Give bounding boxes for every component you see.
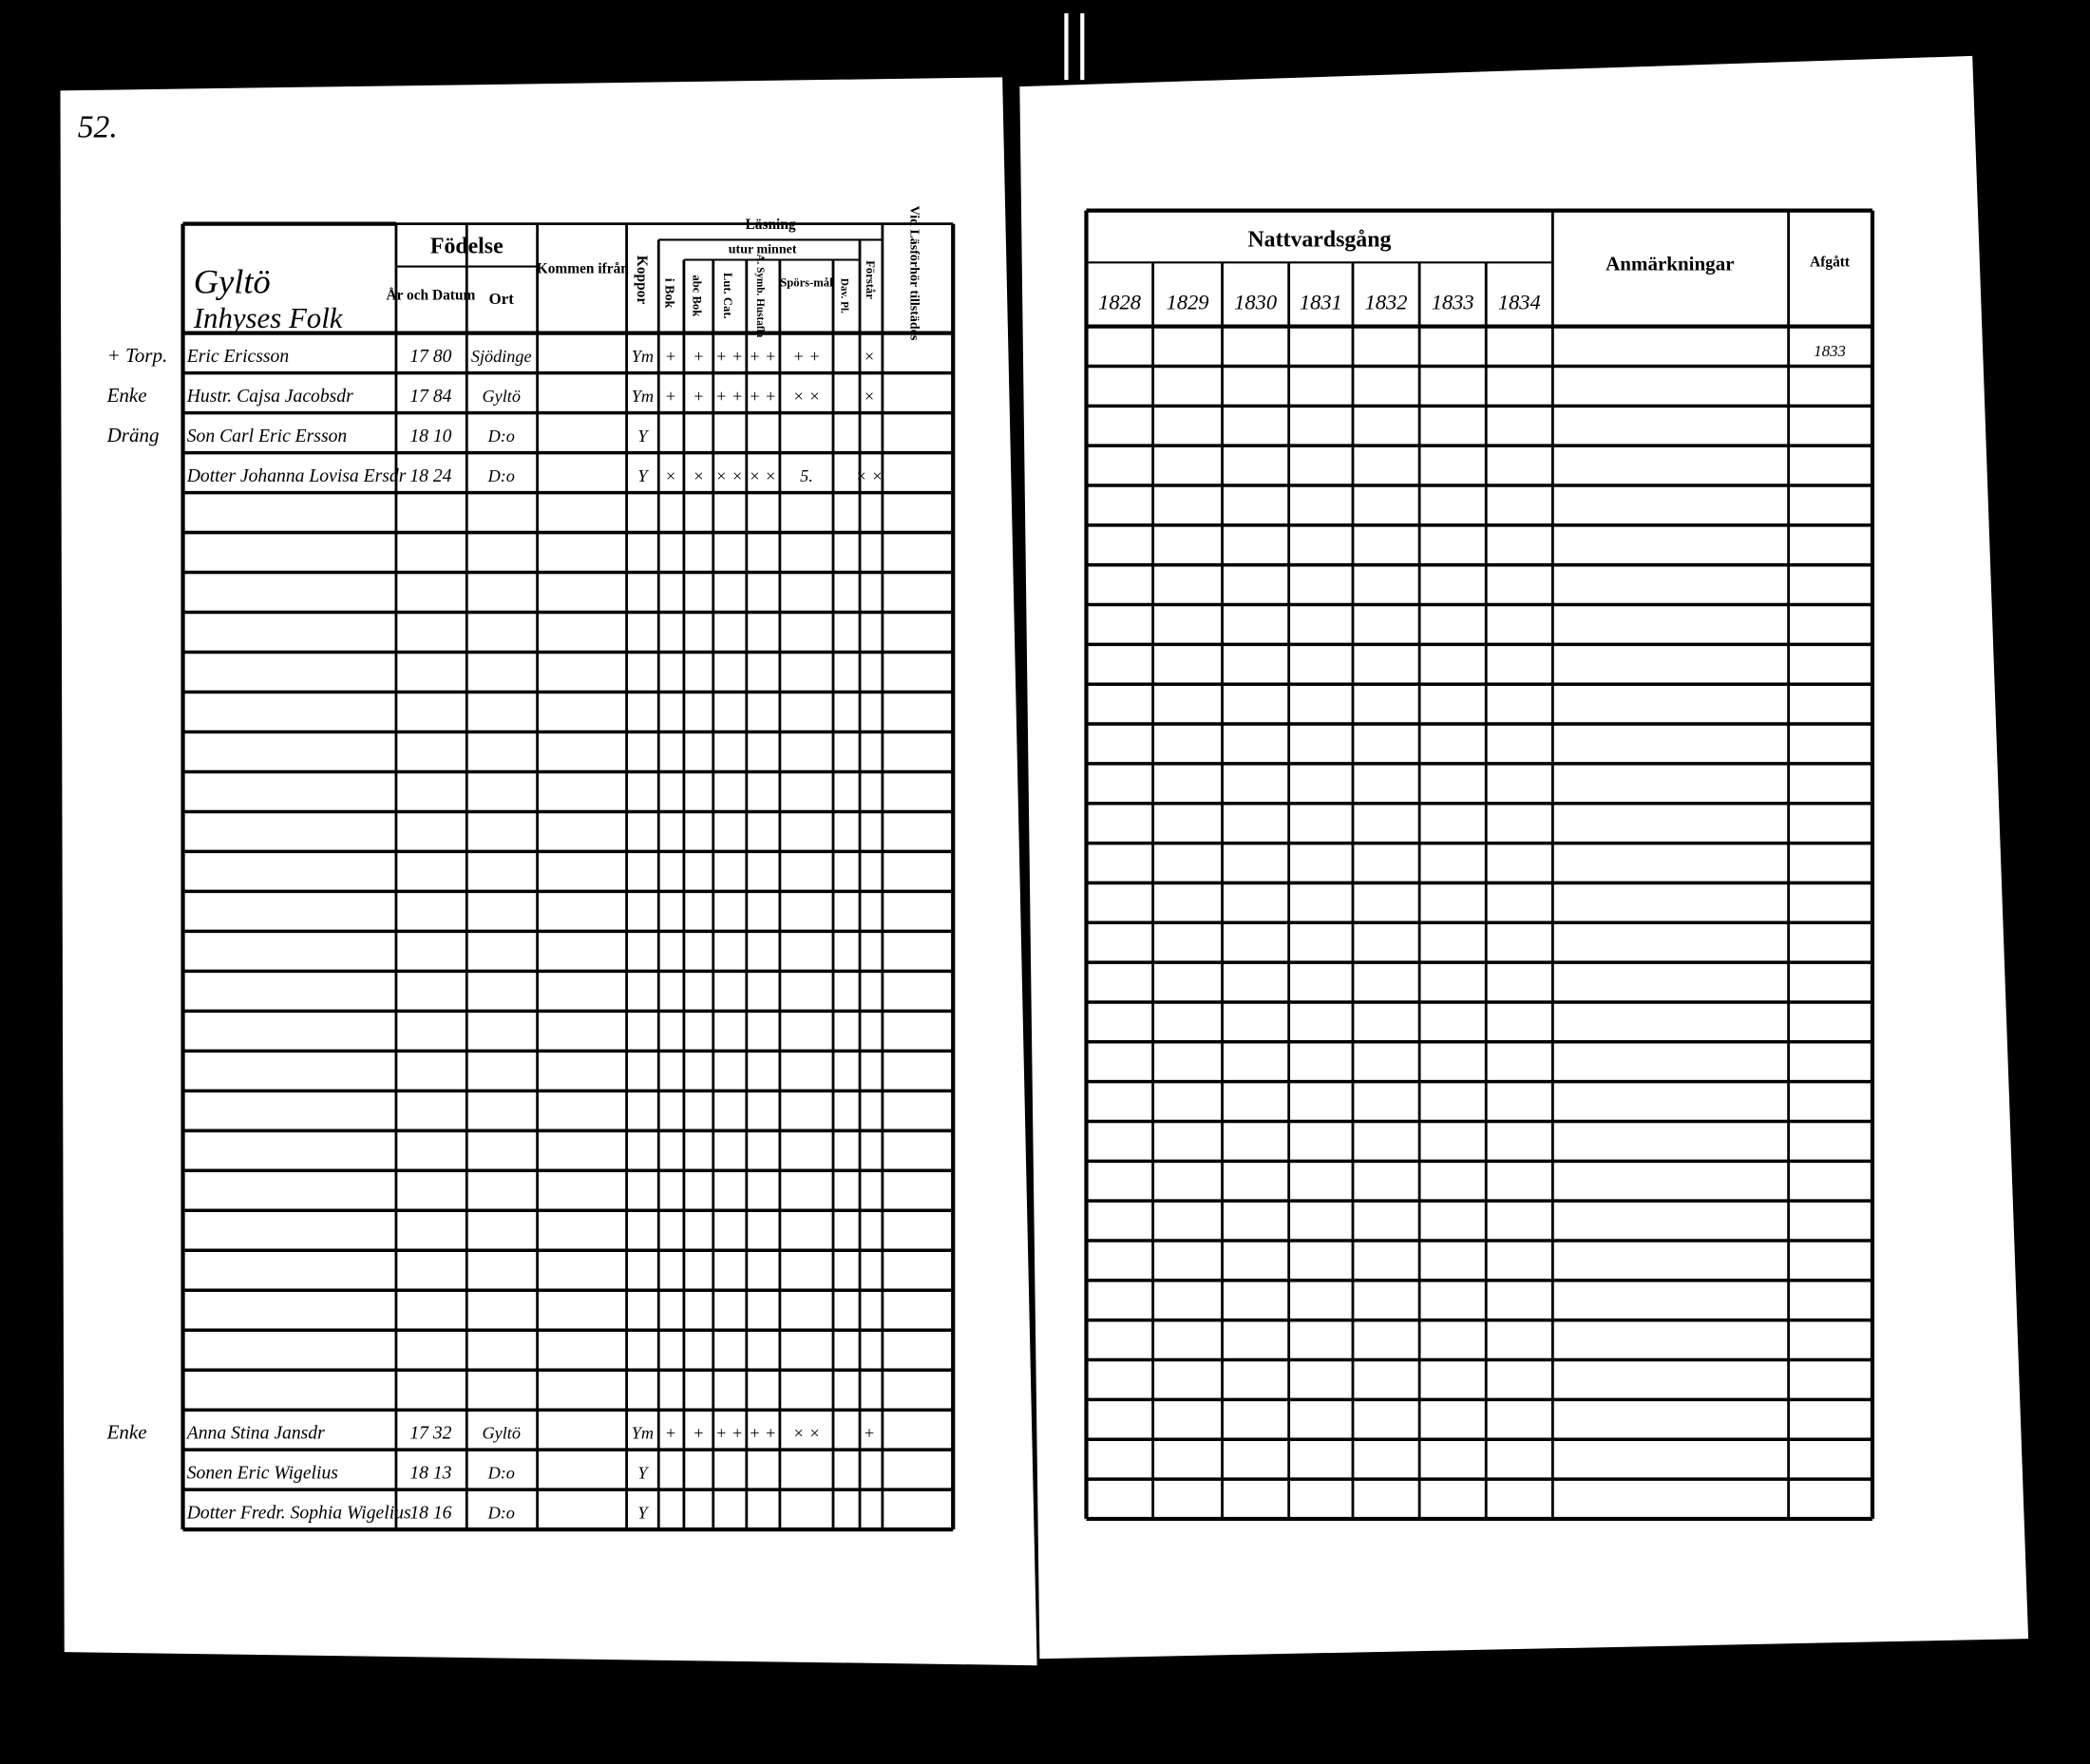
- entry-born: 17 84: [409, 387, 451, 407]
- reading-mark: + +: [749, 387, 776, 406]
- entry-place: D:o: [487, 427, 515, 446]
- year-label: 1832: [1365, 290, 1408, 313]
- reading-mark: × ×: [792, 387, 820, 406]
- header-label: Ort: [489, 290, 515, 308]
- entry-name: Eric Ericsson: [186, 347, 289, 367]
- reading-mark: + +: [715, 1423, 743, 1442]
- header-label: i Bok: [661, 278, 675, 309]
- reading-mark: ×: [665, 466, 676, 485]
- reading-mark: + +: [715, 347, 743, 366]
- entry-place: D:o: [487, 1463, 515, 1482]
- reading-mark: × ×: [792, 1423, 820, 1442]
- header-label: Lut. Cat.: [721, 273, 734, 319]
- header-label: Kommen ifrån: [537, 261, 630, 277]
- reading-mark: +: [693, 1423, 704, 1442]
- entry-pox: Y: [637, 1463, 649, 1482]
- year-label: 1828: [1098, 290, 1141, 313]
- reading-mark: ×: [693, 466, 704, 485]
- margin-note: Dräng: [106, 424, 160, 446]
- handwritten-group: Inhyses Folk: [193, 302, 344, 334]
- year-label: 1833: [1432, 290, 1474, 313]
- header-label: A. Symb. Hustafla: [754, 254, 766, 337]
- entry-place: Gyltö: [483, 1423, 521, 1442]
- header-label: Nattvardsgång: [1247, 227, 1391, 252]
- entry-pox: Y: [637, 466, 649, 485]
- entry-born: 18 13: [409, 1463, 451, 1483]
- year-label: 1831: [1300, 290, 1342, 313]
- header-label: Dav. Pl.: [838, 278, 849, 313]
- entry-born: 17 80: [409, 347, 451, 367]
- entry-born: 18 16: [409, 1503, 451, 1523]
- understands-mark: ×: [864, 387, 875, 406]
- reading-mark: +: [665, 347, 676, 366]
- understands-mark: +: [864, 1423, 875, 1442]
- handwritten-place: Gyltö: [194, 263, 271, 301]
- entry-name: Son Carl Eric Ersson: [187, 427, 347, 446]
- reading-mark: +: [693, 347, 704, 366]
- reading-mark: + +: [792, 347, 820, 366]
- entry-name: Dotter Fredr. Sophia Wigelius: [186, 1503, 411, 1523]
- header-label: Förstår: [864, 260, 877, 299]
- departed-entry: 1833: [1814, 342, 1846, 360]
- header-label: Läsning: [746, 217, 796, 233]
- header-label: Afgått: [1810, 255, 1851, 271]
- entry-place: D:o: [487, 1503, 515, 1522]
- header-label: Vid Läsförhör tillstädes: [906, 206, 921, 341]
- reading-mark: 5.: [800, 466, 813, 485]
- header-label: År och Datum: [386, 288, 475, 304]
- header-label: abc Bok: [691, 275, 704, 316]
- entry-name: Anna Stina Jansdr: [185, 1423, 325, 1443]
- year-label: 1834: [1498, 290, 1541, 313]
- entry-name: Sonen Eric Wigelius: [187, 1463, 339, 1483]
- year-label: 1830: [1234, 290, 1277, 313]
- reading-mark: + +: [749, 1423, 776, 1442]
- entry-born: 18 24: [409, 466, 451, 486]
- header-label: Födelse: [430, 234, 504, 258]
- entry-pox: Ym: [632, 1423, 654, 1442]
- entry-pox: Ym: [632, 387, 654, 406]
- understands-mark: ×: [864, 347, 875, 366]
- margin-note: Enke: [106, 384, 147, 407]
- reading-mark: +: [693, 387, 704, 406]
- header-label: utur minnet: [729, 242, 797, 256]
- understands-mark: × ×: [855, 466, 883, 485]
- reading-mark: + +: [715, 387, 743, 406]
- entry-place: D:o: [487, 466, 515, 485]
- entry-name: Dotter Johanna Lovisa Ersdr: [186, 466, 407, 486]
- header-label: Anmärkningar: [1606, 253, 1734, 275]
- header-label: Koppor: [634, 256, 650, 305]
- reading-mark: +: [665, 1423, 676, 1442]
- entry-pox: Y: [637, 427, 649, 446]
- reading-mark: +: [665, 387, 676, 406]
- right-page: [1019, 55, 2029, 1660]
- entry-name: Hustr. Cajsa Jacobsdr: [186, 387, 353, 407]
- entry-pox: Y: [637, 1503, 649, 1522]
- reading-mark: + +: [749, 347, 776, 366]
- entry-born: 17 32: [409, 1423, 451, 1443]
- entry-place: Sjödinge: [471, 347, 532, 366]
- reading-mark: × ×: [749, 466, 776, 485]
- margin-note: Enke: [106, 1420, 147, 1443]
- entry-born: 18 10: [409, 427, 451, 446]
- entry-place: Gyltö: [483, 387, 521, 406]
- header-label: Spörs-mål: [780, 276, 833, 290]
- year-label: 1829: [1167, 290, 1209, 313]
- entry-pox: Ym: [632, 347, 654, 366]
- reading-mark: × ×: [715, 466, 743, 485]
- page-number: 52.: [78, 109, 118, 144]
- margin-note: + Torp.: [107, 344, 168, 367]
- left-page: [60, 77, 1037, 1666]
